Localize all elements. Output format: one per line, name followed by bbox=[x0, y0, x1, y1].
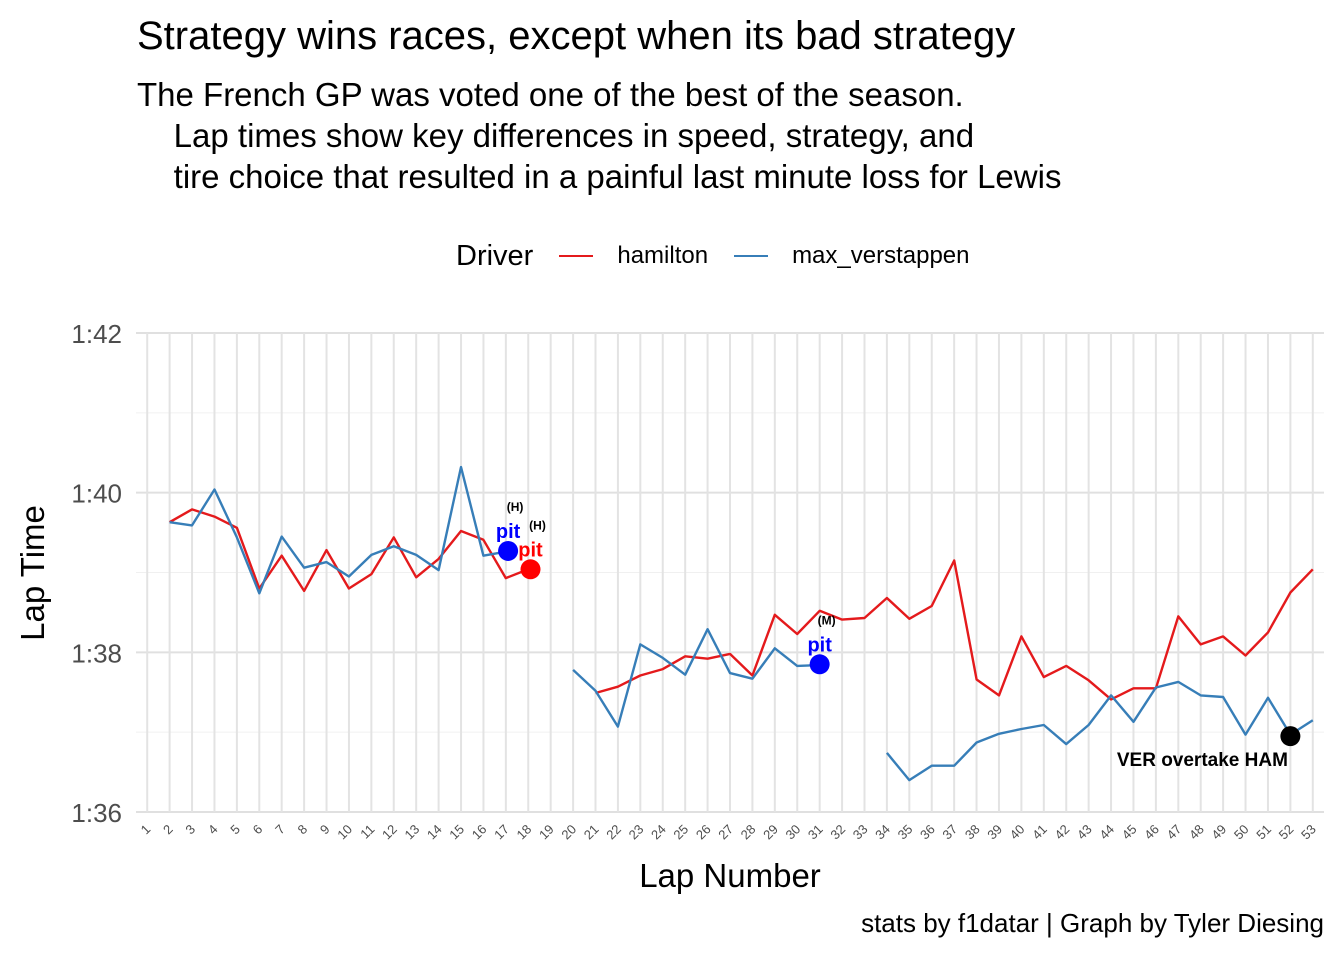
y-tick-label: 1:38 bbox=[71, 638, 122, 668]
x-tick-label: 35 bbox=[895, 822, 916, 843]
x-tick-label: 4 bbox=[205, 822, 221, 838]
y-axis-label: Lap Time bbox=[14, 505, 51, 641]
series-line-max-verstappen bbox=[885, 680, 1314, 782]
x-tick-label: 18 bbox=[514, 822, 535, 843]
x-tick-label: 31 bbox=[805, 822, 826, 843]
x-tick-label: 33 bbox=[850, 822, 871, 843]
x-tick-label: 24 bbox=[648, 822, 669, 843]
tire-label: (H) bbox=[507, 500, 524, 514]
x-tick-label: 27 bbox=[715, 822, 736, 843]
x-tick-label: 2 bbox=[160, 822, 176, 838]
x-tick-label: 19 bbox=[536, 822, 557, 843]
overtake-marker bbox=[1280, 726, 1301, 747]
x-tick-label: 23 bbox=[626, 822, 647, 843]
x-tick-label: 5 bbox=[227, 822, 243, 838]
series-line-hamilton bbox=[595, 559, 1314, 701]
x-tick-label: 41 bbox=[1029, 822, 1050, 843]
caption: stats by f1datar | Graph by Tyler Diesin… bbox=[861, 908, 1324, 938]
chart-title: Strategy wins races, except when its bad… bbox=[137, 14, 1016, 58]
tire-label: (M) bbox=[818, 613, 836, 627]
legend-label-hamilton: hamilton bbox=[617, 242, 709, 269]
pit-stop-marker bbox=[498, 540, 519, 561]
x-tick-label: 29 bbox=[760, 822, 781, 843]
y-tick-label: 1:36 bbox=[71, 798, 122, 828]
overtake-label: VER overtake HAM bbox=[1117, 750, 1288, 771]
series-line-max-verstappen bbox=[169, 465, 507, 595]
x-tick-label: 14 bbox=[424, 822, 445, 843]
legend-label-max-verstappen: max_verstappen bbox=[792, 242, 970, 269]
legend: Driver hamilton max_verstappen bbox=[456, 238, 996, 274]
x-tick-label: 44 bbox=[1096, 822, 1117, 843]
x-tick-label: 40 bbox=[1007, 822, 1028, 843]
x-tick-label: 12 bbox=[379, 822, 400, 843]
y-axis-ticks: 1:36 1:38 1:40 1:42 bbox=[71, 319, 122, 828]
y-tick-label: 1:42 bbox=[71, 319, 122, 349]
x-tick-label: 52 bbox=[1276, 822, 1297, 843]
x-tick-label: 47 bbox=[1164, 822, 1185, 843]
x-tick-label: 8 bbox=[295, 822, 311, 838]
pit-stop-marker bbox=[520, 559, 541, 580]
chart-subtitle: The French GP was voted one of the best … bbox=[137, 76, 1062, 195]
x-tick-label: 3 bbox=[182, 822, 198, 838]
x-tick-label: 50 bbox=[1231, 822, 1252, 843]
x-tick-label: 38 bbox=[962, 822, 983, 843]
x-tick-label: 21 bbox=[581, 822, 602, 843]
x-tick-label: 36 bbox=[917, 822, 938, 843]
x-tick-label: 34 bbox=[872, 822, 893, 843]
x-axis-label: Lap Number bbox=[639, 857, 821, 894]
x-tick-label: 10 bbox=[334, 822, 355, 843]
x-tick-label: 7 bbox=[272, 822, 288, 838]
x-tick-label: 25 bbox=[670, 822, 691, 843]
x-tick-label: 17 bbox=[491, 822, 512, 843]
x-tick-label: 45 bbox=[1119, 822, 1140, 843]
pit-label: pit bbox=[807, 634, 832, 656]
x-tick-label: 49 bbox=[1208, 822, 1229, 843]
pit-label: pit bbox=[496, 521, 521, 543]
tire-label: (H) bbox=[529, 518, 546, 532]
legend-swatch-max-verstappen bbox=[734, 255, 769, 257]
x-tick-label: 26 bbox=[693, 822, 714, 843]
legend-swatch-hamilton bbox=[559, 255, 594, 257]
series-lines bbox=[169, 465, 1314, 782]
x-tick-label: 11 bbox=[357, 822, 377, 842]
x-tick-label: 28 bbox=[738, 822, 759, 843]
x-tick-label: 46 bbox=[1141, 822, 1162, 843]
series-line-max-verstappen bbox=[572, 628, 820, 728]
pit-stop-marker bbox=[809, 654, 830, 675]
x-tick-label: 9 bbox=[317, 822, 333, 838]
y-tick-label: 1:40 bbox=[71, 479, 122, 509]
x-tick-label: 43 bbox=[1074, 822, 1095, 843]
x-axis-ticks: 1 2 3 4 5 6 7 8 9 10 11 12 13 14 15 16 17 18 19 20 21 22 23 24 2… bbox=[138, 822, 1319, 843]
x-tick-label: 22 bbox=[603, 822, 624, 843]
x-tick-label: 39 bbox=[984, 822, 1005, 843]
pit-label: pit bbox=[518, 539, 543, 561]
x-tick-label: 20 bbox=[558, 822, 579, 843]
x-tick-label: 15 bbox=[446, 822, 467, 843]
x-tick-label: 51 bbox=[1253, 822, 1274, 843]
x-tick-label: 16 bbox=[469, 822, 490, 843]
x-tick-label: 37 bbox=[939, 822, 960, 843]
legend-title: Driver bbox=[456, 239, 534, 272]
x-tick-label: 30 bbox=[783, 822, 804, 843]
x-tick-label: 32 bbox=[827, 822, 848, 843]
x-tick-label: 13 bbox=[401, 822, 422, 843]
x-tick-label: 6 bbox=[250, 822, 266, 838]
x-tick-label: 53 bbox=[1298, 822, 1319, 843]
x-tick-label: 42 bbox=[1052, 822, 1073, 843]
x-tick-label: 1 bbox=[138, 822, 154, 838]
annotations: pit (H) pit (H) pit (M) VER overtake HAM bbox=[496, 500, 1301, 771]
x-tick-label: 48 bbox=[1186, 822, 1207, 843]
